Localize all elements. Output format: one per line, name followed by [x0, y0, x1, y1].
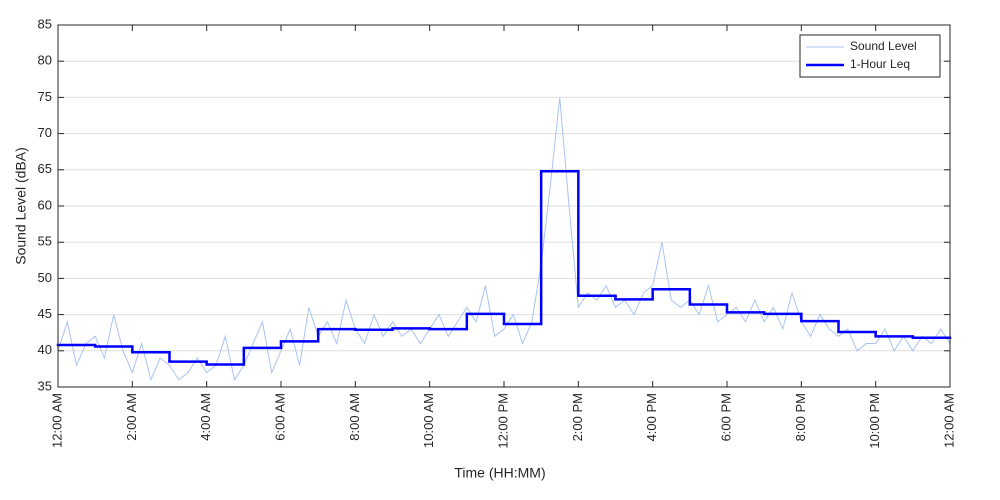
x-tick-label: 8:00 AM [347, 393, 362, 441]
y-tick-label: 45 [38, 306, 52, 321]
y-tick-label: 55 [38, 234, 52, 249]
legend-box [799, 34, 941, 78]
x-tick-label: 12:00 AM [49, 393, 64, 448]
x-tick-label: 6:00 PM [718, 393, 733, 441]
y-tick-label: 70 [38, 125, 52, 140]
y-axis-label: Sound Level (dBA) [13, 147, 29, 265]
x-tick-label: 12:00 PM [495, 393, 510, 449]
x-tick-label: 4:00 AM [198, 393, 213, 441]
y-tick-label: 65 [38, 161, 52, 176]
x-axis-label: Time (HH:MM) [454, 465, 545, 481]
y-tick-label: 50 [38, 270, 52, 285]
x-tick-label: 2:00 AM [124, 393, 139, 441]
legend-label: 1-Hour Leq [850, 57, 910, 71]
x-tick-label: 10:00 AM [421, 393, 436, 448]
plot-frame [57, 24, 951, 388]
y-tick-label: 85 [38, 16, 52, 31]
y-tick-label: 40 [38, 342, 52, 357]
x-tick-label: 12:00 AM [941, 393, 956, 448]
x-tick-label: 6:00 AM [272, 393, 287, 441]
y-tick-label: 75 [38, 89, 52, 104]
x-tick-label: 8:00 PM [793, 393, 808, 441]
x-tick-label: 10:00 PM [867, 393, 882, 449]
x-tick-label: 4:00 PM [644, 393, 659, 441]
y-tick-label: 60 [38, 197, 52, 212]
y-tick-label: 80 [38, 53, 52, 68]
legend-label: Sound Level [850, 39, 917, 53]
x-tick-label: 2:00 PM [570, 393, 585, 441]
y-tick-label: 35 [38, 378, 52, 393]
